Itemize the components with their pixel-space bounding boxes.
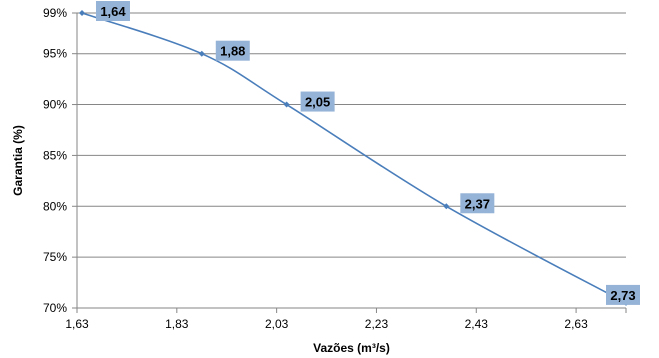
axes — [72, 12, 627, 313]
y-tick-labels: 70% 75% 80% 85% 90% 95% 99% — [43, 6, 67, 315]
data-label: 1,88 — [220, 44, 245, 59]
data-label-box — [460, 193, 495, 214]
x-tick-label: 2,23 — [365, 317, 389, 331]
series-line — [81, 12, 627, 304]
y-axis-title: Garantia (%) — [11, 125, 25, 196]
data-point — [78, 10, 85, 16]
data-label-box — [300, 91, 335, 112]
y-tick-label: 80% — [43, 199, 67, 213]
x-axis-title: Vazões (m³/s) — [313, 341, 390, 355]
x-tick-label: 1,83 — [165, 317, 189, 331]
x-tick-label: 2,43 — [465, 317, 489, 331]
data-labels: 1,64 1,88 2,05 2,37 2,73 — [95, 1, 640, 305]
y-tick-label: 75% — [43, 250, 67, 264]
data-label-box — [95, 1, 130, 21]
data-label: 1,64 — [100, 4, 126, 19]
x-tick-label: 2,63 — [564, 317, 588, 331]
data-label: 2,73 — [610, 288, 635, 303]
data-point — [198, 50, 205, 57]
data-point — [443, 203, 450, 210]
x-tick-label: 1,63 — [65, 317, 89, 331]
y-tick-label: 70% — [43, 301, 67, 315]
data-label: 2,05 — [305, 95, 330, 110]
y-tick-label: 90% — [43, 98, 67, 112]
data-label-box — [606, 284, 640, 305]
x-tick-labels: 1,63 1,83 2,03 2,23 2,43 2,63 — [65, 317, 588, 331]
gridlines — [77, 12, 626, 258]
series — [78, 10, 629, 306]
y-tick-label: 95% — [43, 47, 67, 61]
y-tick-label: 99% — [43, 6, 67, 20]
data-label-box — [215, 40, 250, 61]
x-tick-label: 2,03 — [265, 317, 289, 331]
y-tick-label: 85% — [43, 148, 67, 162]
data-point — [283, 101, 290, 108]
data-label: 2,37 — [465, 196, 490, 211]
